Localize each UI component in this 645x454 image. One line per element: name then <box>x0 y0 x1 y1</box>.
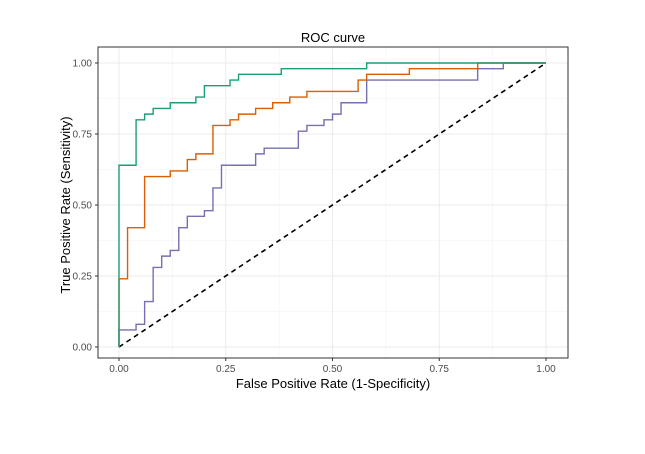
reference-diagonal <box>118 62 547 348</box>
y-tick-label: 0.75 <box>73 130 93 141</box>
y-tick-label: 0.50 <box>73 201 93 212</box>
roc-series-green <box>118 62 546 347</box>
x-tick-label: 0.50 <box>323 364 343 375</box>
y-tick-label: 0.25 <box>73 272 93 283</box>
reference-line <box>118 62 547 348</box>
chart-title: ROC curve <box>301 30 365 45</box>
roc-series-orange <box>118 62 546 347</box>
x-axis-ticks: 0.00 0.25 0.50 0.75 1.00 <box>109 358 556 375</box>
roc-series-purple <box>118 62 546 347</box>
y-axis-ticks: 0.00 0.25 0.50 0.75 1.00 <box>73 59 98 354</box>
y-axis-title: True Positive Rate (Sensitivity) <box>58 116 73 293</box>
y-tick-label: 1.00 <box>73 59 93 70</box>
x-tick-label: 0.75 <box>430 364 450 375</box>
y-tick-label: 0.00 <box>73 343 93 354</box>
x-tick-label: 1.00 <box>536 364 556 375</box>
x-tick-label: 0.25 <box>216 364 236 375</box>
x-axis-title: False Positive Rate (1-Specificity) <box>236 376 430 391</box>
x-tick-label: 0.00 <box>109 364 129 375</box>
roc-series-group <box>118 62 546 347</box>
